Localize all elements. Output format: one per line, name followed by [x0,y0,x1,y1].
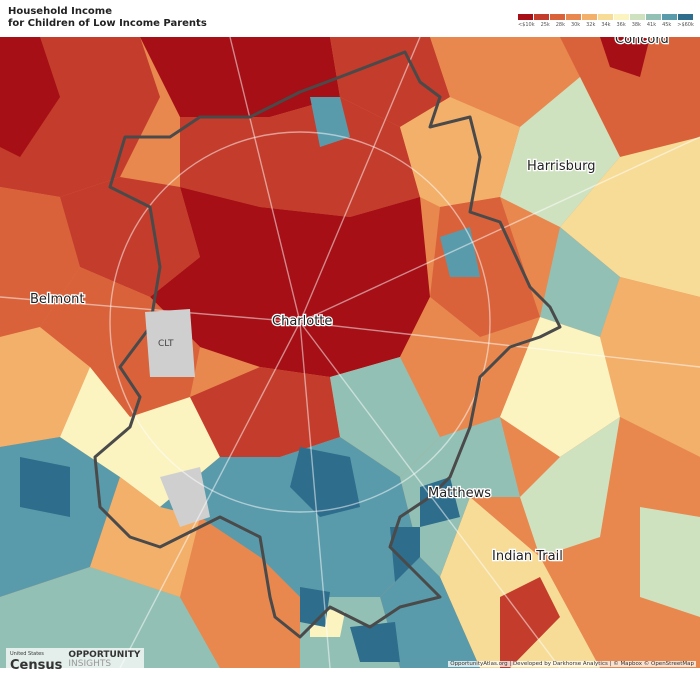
legend-swatch [646,14,661,20]
legend-swatch [598,14,613,20]
legend-swatch [550,14,565,20]
legend-label: 34k [601,22,611,28]
legend-swatch [662,14,677,20]
legend-swatch [582,14,597,20]
legend-label: >$60k [677,22,694,28]
legend-swatch [534,14,549,20]
label-belmont: Belmont [30,292,84,307]
label-matthews: Matthews [428,486,491,501]
label-concord: Concord [615,37,669,47]
legend-swatch [518,14,533,20]
title-line-2: for Children of Low Income Parents [8,18,207,29]
tract-patches [0,37,700,668]
legend-labels: <$10k 25k 28k 30k 32k 34k 36k 38k 41k 45k >$60k [518,22,694,28]
airport-area [145,309,195,377]
legend-swatch [614,14,629,20]
legend-label: 25k [540,22,550,28]
income-map[interactable]: Harrisburg Belmont Charlotte CLT Matthew… [0,37,700,668]
color-legend: <$10k 25k 28k 30k 32k 34k 36k 38k 41k 45k >$60k [518,14,694,28]
oi-line-1: OPPORTUNITY [68,650,141,660]
map-title: Household Income for Children of Low Inc… [8,6,207,30]
opportunity-insights-logo: OPPORTUNITY INSIGHTS [68,651,140,669]
title-line-1: Household Income [8,6,112,17]
road-network [0,37,700,668]
map-attribution[interactable]: OpportunityAtlas.org | Developed by Dark… [448,661,696,667]
label-charlotte: Charlotte [272,314,332,329]
legend-label: 36k [616,22,626,28]
label-clt: CLT [158,339,174,349]
legend-color-bar [518,14,694,20]
legend-label: 38k [631,22,641,28]
legend-swatch [678,14,693,20]
legend-label: <$10k [518,22,535,28]
census-logo-top: United States [10,651,44,657]
legend-label: 28k [555,22,566,28]
label-indian-trail: Indian Trail [492,549,563,564]
census-logo-text: Census [10,658,63,673]
legend-label: 30k [570,22,581,28]
charlotte-city-boundary [93,50,562,639]
legend-label: 32k [586,22,596,28]
label-harrisburg: Harrisburg [527,159,595,174]
legend-label: 41k [646,22,657,28]
partner-logos: United States Census OPPORTUNITY INSIGHT… [6,648,145,672]
legend-swatch [630,14,645,20]
oi-line-2: INSIGHTS [68,659,112,669]
legend-swatch [566,14,581,20]
census-logo: United States Census [10,648,62,672]
legend-label: 45k [662,22,672,28]
